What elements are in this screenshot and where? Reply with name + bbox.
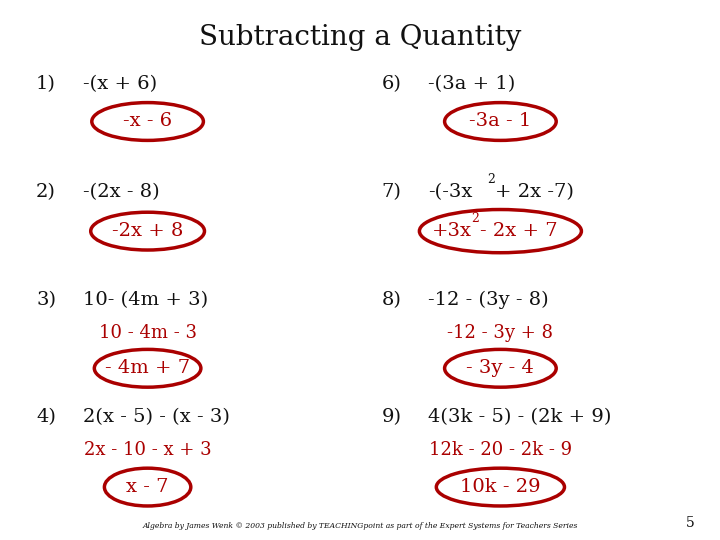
Text: 1): 1) xyxy=(36,75,56,93)
Text: 2: 2 xyxy=(487,173,495,186)
Text: 2(x - 5) - (x - 3): 2(x - 5) - (x - 3) xyxy=(83,408,230,426)
Text: 2x - 10 - x + 3: 2x - 10 - x + 3 xyxy=(84,441,212,460)
Text: - 2x + 7: - 2x + 7 xyxy=(480,222,558,240)
Text: 10 - 4m - 3: 10 - 4m - 3 xyxy=(99,324,197,342)
Text: x - 7: x - 7 xyxy=(126,478,169,496)
Text: 4(3k - 5) - (2k + 9): 4(3k - 5) - (2k + 9) xyxy=(428,408,612,426)
Text: - 4m + 7: - 4m + 7 xyxy=(105,359,190,377)
Text: -12 - 3y + 8: -12 - 3y + 8 xyxy=(447,324,554,342)
Text: -2x + 8: -2x + 8 xyxy=(112,222,184,240)
Text: Algebra by James Wenk © 2003 published by TEACHINGpoint as part of the Expert Sy: Algebra by James Wenk © 2003 published b… xyxy=(143,522,577,530)
Text: + 2x -7): + 2x -7) xyxy=(495,183,574,201)
Text: 5: 5 xyxy=(686,516,695,530)
Text: 2: 2 xyxy=(472,212,480,225)
Text: +3x: +3x xyxy=(432,222,472,240)
Text: -(2x - 8): -(2x - 8) xyxy=(83,183,159,201)
Text: 10- (4m + 3): 10- (4m + 3) xyxy=(83,291,208,309)
Text: 7): 7) xyxy=(382,183,402,201)
Text: -x - 6: -x - 6 xyxy=(123,112,172,131)
Text: -(-3x: -(-3x xyxy=(428,183,473,201)
Text: 3): 3) xyxy=(36,291,56,309)
Text: -12 - (3y - 8): -12 - (3y - 8) xyxy=(428,291,549,309)
Text: 12k - 20 - 2k - 9: 12k - 20 - 2k - 9 xyxy=(429,441,572,460)
Text: -3a - 1: -3a - 1 xyxy=(469,112,531,131)
Text: 9): 9) xyxy=(382,408,402,426)
Text: 6): 6) xyxy=(382,75,402,93)
Text: 10k - 29: 10k - 29 xyxy=(460,478,541,496)
Text: Subtracting a Quantity: Subtracting a Quantity xyxy=(199,24,521,51)
Text: -(3a + 1): -(3a + 1) xyxy=(428,75,516,93)
Text: -(x + 6): -(x + 6) xyxy=(83,75,157,93)
Text: 2): 2) xyxy=(36,183,56,201)
Text: - 3y - 4: - 3y - 4 xyxy=(467,359,534,377)
Text: 8): 8) xyxy=(382,291,402,309)
Text: 4): 4) xyxy=(36,408,56,426)
